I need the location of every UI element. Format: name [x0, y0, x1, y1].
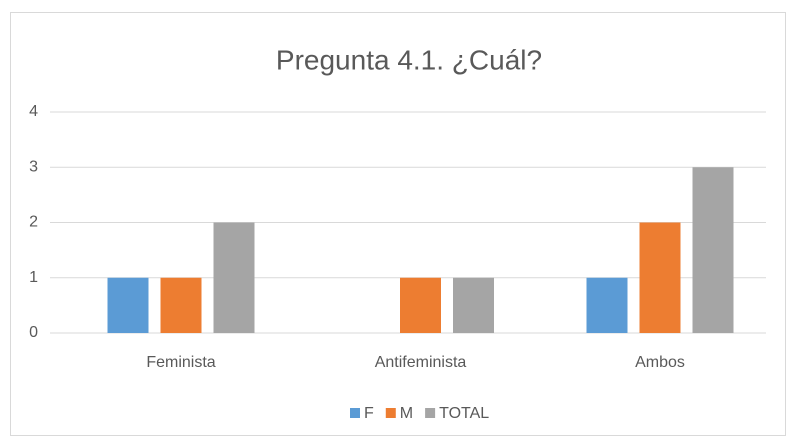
legend-label: F [364, 405, 374, 422]
bar [213, 222, 255, 333]
bar [107, 277, 149, 333]
bar [160, 277, 202, 333]
x-tick-label: Ambos [635, 354, 685, 371]
x-tick-label: Feminista [146, 354, 215, 371]
y-tick-label: 4 [29, 103, 38, 120]
legend-label: TOTAL [439, 405, 489, 422]
legend-swatch [425, 408, 436, 418]
bar [453, 277, 494, 333]
y-tick-label: 3 [29, 158, 38, 175]
bar [692, 167, 734, 333]
bar [400, 277, 441, 333]
y-tick-label: 2 [29, 214, 38, 231]
x-tick-label: Antifeminista [375, 354, 467, 371]
chart-title: Pregunta 4.1. ¿Cuál? [276, 44, 542, 75]
bar [586, 277, 628, 333]
y-tick-label: 0 [29, 324, 38, 341]
legend-label: M [400, 405, 413, 422]
legend-swatch [350, 408, 360, 418]
y-tick-label: 1 [29, 269, 38, 286]
bar [639, 222, 681, 333]
legend-swatch [385, 408, 396, 418]
